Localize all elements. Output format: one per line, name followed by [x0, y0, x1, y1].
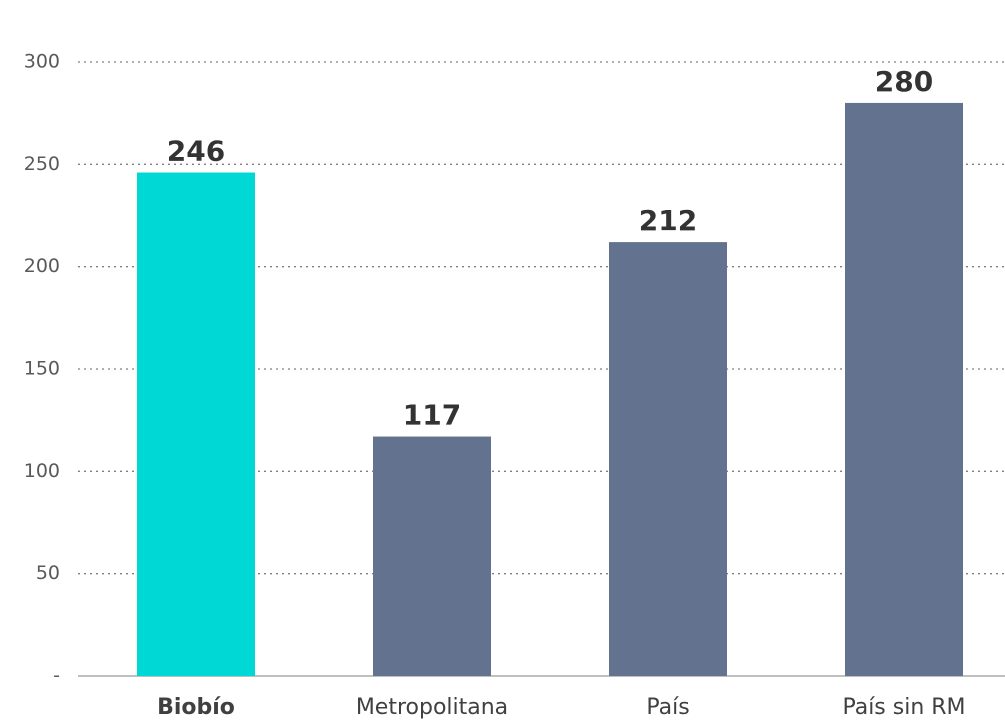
- x-tick-label: País sin RM: [842, 695, 965, 720]
- y-tick-label: 50: [36, 562, 60, 584]
- value-label: 117: [403, 399, 461, 432]
- x-tick-label: Metropolitana: [356, 695, 508, 720]
- value-label: 280: [875, 65, 933, 98]
- y-tick-label: 300: [24, 51, 60, 73]
- value-label: 246: [167, 135, 225, 168]
- y-tick-label: 250: [24, 153, 60, 175]
- value-label: 212: [639, 204, 697, 237]
- y-tick-label: 100: [24, 460, 60, 482]
- bar: [137, 172, 255, 676]
- x-tick-label: Biobío: [157, 695, 235, 720]
- y-tick-label: 150: [24, 358, 60, 380]
- bar: [373, 436, 491, 676]
- bar: [845, 102, 963, 676]
- y-tick-label: 200: [24, 255, 60, 277]
- y-tick-label: -: [53, 665, 60, 687]
- x-tick-label: País: [646, 695, 689, 720]
- bar: [609, 242, 727, 676]
